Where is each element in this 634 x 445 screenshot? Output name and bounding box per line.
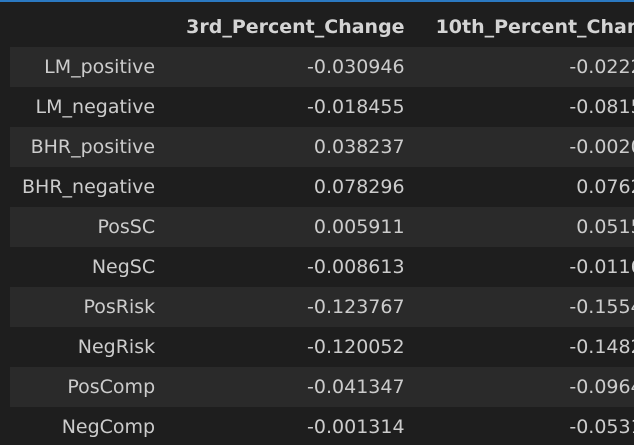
cell-3rd-percent-change: -0.123767 [307,296,405,318]
table-row: PosSC 0.005911 0.051537 [10,207,634,247]
table-row: LM_positive -0.030946 -0.022247 [10,47,634,87]
cell-3rd-percent-change: 0.005911 [313,216,405,238]
row-label: NegSC [91,256,156,278]
table-row: PosRisk -0.123767 -0.155415 [10,287,634,327]
cell-10th-percent-change: 0.051537 [576,216,634,238]
header-row: 3rd_Percent_Change 10th_Percent_Change [10,7,634,47]
table-body: LM_positive -0.030946 -0.022247 LM_negat… [10,47,634,445]
cell-10th-percent-change: -0.148263 [569,336,634,358]
cell-3rd-percent-change: -0.001314 [307,416,405,438]
row-label: NegComp [61,416,156,438]
cell-3rd-percent-change: -0.120052 [307,336,405,358]
row-label: LM_negative [35,96,156,118]
row-label: PosRisk [83,296,156,318]
cell-10th-percent-change: -0.053195 [569,416,634,438]
row-label: NegRisk [77,336,156,358]
cell-10th-percent-change: -0.022247 [569,56,634,78]
row-label: BHR_negative [22,176,156,198]
cell-10th-percent-change: 0.076265 [576,176,634,198]
row-label: LM_positive [44,56,156,78]
column-header-10th-percent-change: 10th_Percent_Change [423,7,634,47]
table-header: 3rd_Percent_Change 10th_Percent_Change [10,7,634,47]
dataframe-table: 3rd_Percent_Change 10th_Percent_Change L… [10,7,634,445]
row-label: PosComp [67,376,156,398]
table-row: NegSC -0.008613 -0.011625 [10,247,634,287]
table-row: BHR_positive 0.038237 -0.002071 [10,127,634,167]
index-header [10,7,175,47]
cell-10th-percent-change: -0.002071 [569,136,634,158]
row-label: PosSC [97,216,156,238]
table-row: LM_negative -0.018455 -0.081565 [10,87,634,127]
row-label: BHR_positive [30,136,156,158]
table-row: NegComp -0.001314 -0.053195 [10,407,634,445]
cell-10th-percent-change: -0.096421 [569,376,634,398]
cell-3rd-percent-change: -0.018455 [307,96,405,118]
cell-10th-percent-change: -0.155415 [569,296,634,318]
cell-3rd-percent-change: 0.078296 [313,176,405,198]
table-row: NegRisk -0.120052 -0.148263 [10,327,634,367]
cell-focus-border [0,0,634,2]
cell-3rd-percent-change: -0.008613 [307,256,405,278]
table-row: PosComp -0.041347 -0.096421 [10,367,634,407]
table-row: BHR_negative 0.078296 0.076265 [10,167,634,207]
cell-10th-percent-change: -0.011625 [569,256,634,278]
cell-10th-percent-change: -0.081565 [569,96,634,118]
cell-3rd-percent-change: -0.041347 [307,376,405,398]
cell-3rd-percent-change: 0.038237 [313,136,405,158]
column-header-3rd-percent-change: 3rd_Percent_Change [174,7,424,47]
cell-3rd-percent-change: -0.030946 [307,56,405,78]
